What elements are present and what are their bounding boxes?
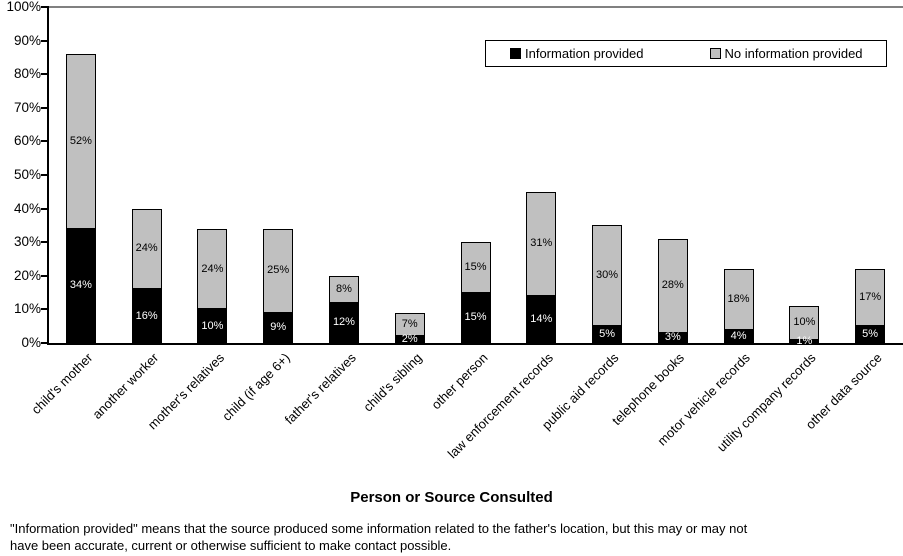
plot-top-gridline [47,6,903,8]
x-category-label: child's sibling [359,350,425,415]
bar-value-label-information: 16% [135,309,158,322]
bar-segment-no-information [328,275,359,303]
bar-value-label-information: 9% [270,321,287,334]
bar-value-label-no-information: 30% [596,269,619,282]
bar-value-label-no-information: 25% [267,264,290,277]
bar-segment-no-information [65,54,96,229]
bar-segment-information [855,326,886,343]
bar-value-label-information: 34% [69,279,92,292]
bar-value-label-no-information: 10% [793,316,816,329]
bar-value-label-information: 10% [201,319,224,332]
y-axis-tick [41,274,48,277]
y-axis-tick [41,6,48,8]
bar-value-label-no-information: 15% [464,260,487,273]
footnote: "Information provided" means that the so… [10,521,895,554]
bar-segment-information [789,339,820,343]
y-axis-tick-label: 60% [13,133,41,149]
bar-value-label-information: 5% [862,328,879,341]
x-category-label: other person [427,350,491,413]
bar-segment-information [328,302,359,343]
bar-segment-no-information [197,228,228,310]
bar-segment-information [197,309,228,343]
bar-value-label-information: 4% [730,329,747,342]
bar-segment-information [526,295,557,343]
y-axis-tick [41,140,48,143]
x-category-label: law enforcement records [444,350,556,462]
bar-segment-information [394,336,425,343]
bar-value-label-information: 1% [796,334,813,347]
y-axis-tick [41,342,48,344]
y-axis-tick-label: 40% [13,200,41,216]
footnote-line-2: have been accurate, current or otherwise… [10,537,452,553]
bar-value-label-no-information: 31% [530,237,553,250]
bar-segment-information [592,326,623,343]
bar-segment-no-information [789,306,820,340]
legend-item-information-provided: Information provided [510,46,644,61]
bar-segment-no-information [263,228,294,313]
y-axis-tick-label: 0% [21,335,41,350]
legend-swatch-black [510,48,521,59]
bar-segment-information [460,292,491,343]
bar-value-label-no-information: 52% [69,134,92,147]
footnote-line-1: "Information provided" means that the so… [10,521,748,536]
legend-label-information-provided: Information provided [525,46,644,61]
bar-segment-information [657,332,688,343]
bar-segment-no-information [394,312,425,337]
legend-swatch-gray [709,48,721,59]
y-axis-tick-label: 90% [13,32,41,48]
y-axis-tick-label: 100% [6,0,41,14]
bar-segment-no-information [460,242,491,293]
bar-segment-no-information [592,225,623,327]
legend: Information provided No information prov… [485,40,887,67]
bar-value-label-no-information: 8% [336,282,352,295]
bar-segment-no-information [855,269,886,327]
y-axis-tick [41,174,48,176]
y-axis-tick-label: 20% [13,267,41,283]
y-axis-tick-label: 10% [13,301,41,317]
legend-item-no-information-provided: No information provided [709,46,863,61]
y-axis-tick [41,106,48,109]
bar-value-label-information: 2% [401,333,418,346]
bar-value-label-information: 14% [530,312,553,325]
bar-segment-information [723,329,754,343]
bar-segment-no-information [526,191,557,296]
bar-segment-information [65,228,96,343]
bar-value-label-information: 3% [664,331,681,344]
y-axis-tick [41,73,48,76]
bar-value-label-no-information: 24% [201,262,224,275]
x-category-label: child (if age 6+) [219,350,293,424]
y-axis-tick-label: 50% [13,167,41,182]
y-axis-tick-label: 30% [13,234,41,250]
bar-value-label-no-information: 18% [727,292,750,305]
y-axis-tick [41,308,48,311]
bar-value-label-information: 15% [464,311,487,324]
bar-value-label-no-information: 28% [661,279,684,292]
y-axis-tick-label: 80% [13,66,41,82]
x-axis-title: Person or Source Consulted [350,489,553,506]
x-category-label: another worker [89,350,162,422]
bar-segment-no-information [131,208,162,290]
bar-value-label-no-information: 7% [401,318,418,331]
y-axis-tick [41,39,48,42]
x-axis-line [47,343,903,345]
bar-value-label-information: 5% [599,328,615,341]
y-axis-tick-label: 70% [13,99,41,115]
bar-segment-information [131,289,162,343]
legend-label-no-information-provided: No information provided [724,46,863,61]
bar-segment-information [263,312,294,343]
bar-value-label-no-information: 24% [135,242,158,255]
bar-segment-no-information [723,269,754,330]
bar-segment-no-information [657,238,688,333]
x-category-label: child's mother [28,350,96,418]
x-category-label: father's relatives [281,350,359,428]
y-axis-line [47,6,49,345]
y-axis-tick [41,241,48,244]
bar-value-label-no-information: 17% [859,291,882,304]
y-axis-tick [41,207,48,210]
bar-value-label-information: 12% [332,316,355,329]
